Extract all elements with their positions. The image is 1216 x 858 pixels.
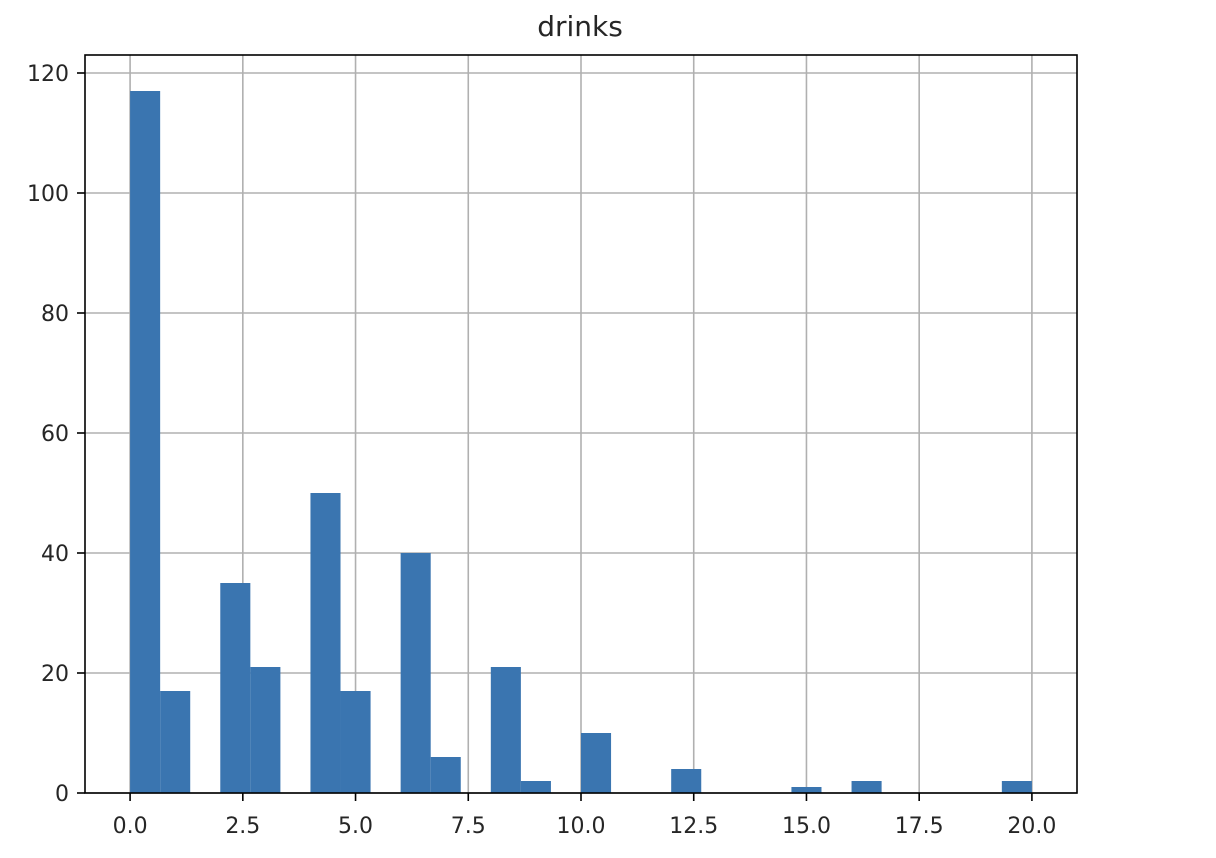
x-axis: 0.0 2.5 5.0 7.5 10.0 12.5 15.0 17.5 20.0	[113, 793, 1056, 839]
x-tick-label: 0.0	[113, 814, 148, 839]
histogram-bar	[430, 757, 461, 793]
x-tick-label: 12.5	[669, 814, 718, 839]
x-tick-label: 20.0	[1007, 814, 1056, 839]
x-tick-label: 15.0	[782, 814, 831, 839]
histogram-bar	[671, 769, 702, 793]
y-tick-label: 20	[41, 662, 69, 687]
y-tick-label: 40	[41, 542, 69, 567]
histogram-bar	[220, 583, 251, 793]
histogram-bar	[851, 781, 882, 793]
histogram-bar	[130, 91, 161, 793]
x-tick-label: 2.5	[225, 814, 260, 839]
histogram-bar	[160, 691, 191, 793]
y-tick-label: 120	[27, 62, 69, 87]
histogram-bar	[520, 781, 551, 793]
y-tick-label: 0	[55, 782, 69, 807]
histogram-bar	[340, 691, 371, 793]
histogram-bar	[310, 493, 341, 793]
y-tick-label: 60	[41, 422, 69, 447]
histogram-bar	[250, 667, 281, 793]
y-axis: 0 20 40 60 80 100 120	[27, 62, 85, 807]
x-tick-label: 10.0	[557, 814, 606, 839]
histogram-bars	[130, 91, 1032, 793]
y-tick-label: 80	[41, 302, 69, 327]
x-tick-label: 7.5	[451, 814, 486, 839]
histogram-bar	[490, 667, 521, 793]
histogram-bar	[400, 553, 431, 793]
histogram-bar	[791, 787, 822, 793]
y-tick-label: 100	[27, 182, 69, 207]
plot-frame	[84, 54, 1078, 794]
grid-lines	[85, 55, 1077, 794]
chart-title: drinks	[537, 10, 623, 43]
x-tick-label: 5.0	[338, 814, 373, 839]
histogram-bar	[581, 733, 612, 793]
x-tick-label: 17.5	[895, 814, 944, 839]
histogram-bar	[1001, 781, 1032, 793]
